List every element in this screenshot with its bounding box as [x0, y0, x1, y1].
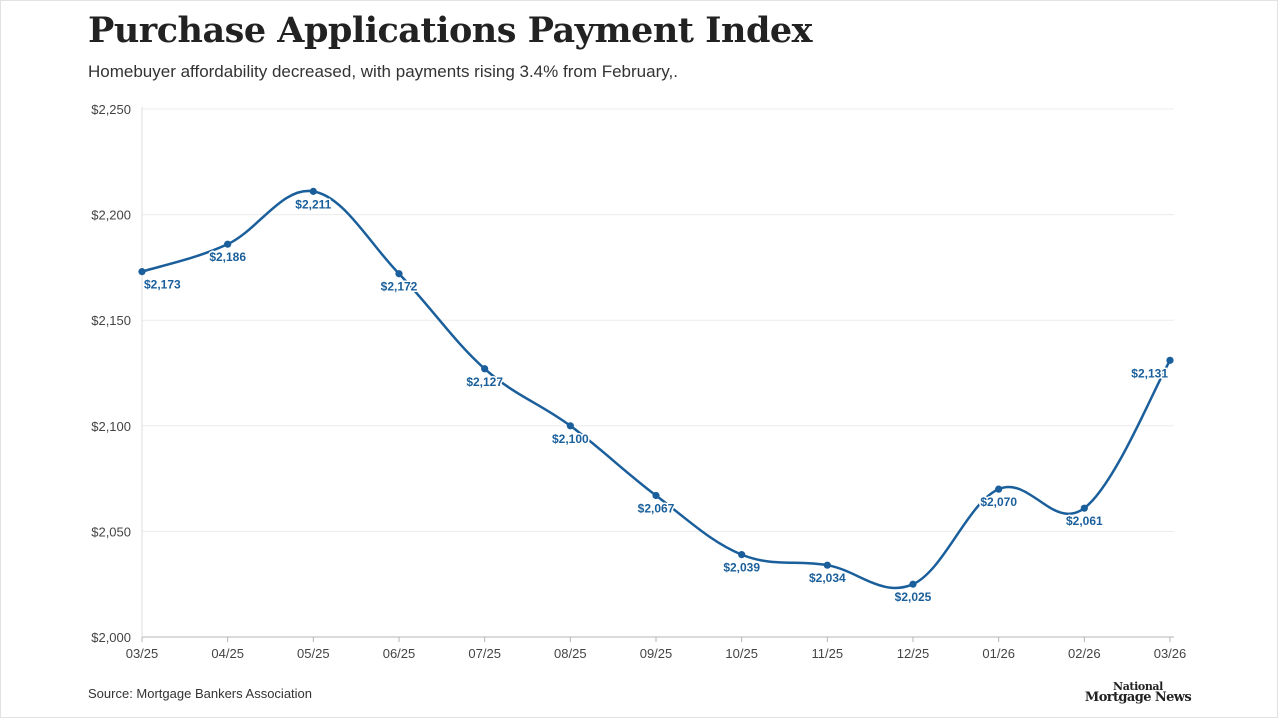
y-tick-label: $2,100 [91, 419, 131, 434]
x-tick-label: 06/25 [383, 646, 416, 661]
y-tick-label: $2,150 [91, 313, 131, 328]
data-label: $2,025 [895, 590, 932, 604]
data-labels: $2,173$2,173$2,186$2,186$2,211$2,211$2,1… [143, 196, 1170, 606]
data-label-halo: $2,186 [209, 250, 246, 264]
data-label-halo: $2,131 [1131, 366, 1168, 380]
data-label: $2,186 [209, 250, 246, 264]
x-tick-label: 01/26 [982, 646, 1015, 661]
data-label: $2,211 [295, 197, 331, 211]
x-tick-label: 03/26 [1154, 646, 1187, 661]
data-point [138, 268, 146, 276]
y-tick-label: $2,050 [91, 524, 131, 539]
data-point [1080, 504, 1088, 512]
grid-lines [141, 107, 1174, 638]
data-label: $2,131 [1131, 366, 1168, 380]
data-points [138, 187, 1174, 588]
chart-subtitle: Homebuyer affordability decreased, with … [88, 62, 678, 81]
x-tick-label: 03/25 [126, 646, 159, 661]
data-label-halo: $2,034 [809, 571, 846, 585]
x-tick-label: 05/25 [297, 646, 330, 661]
y-tick-label: $2,200 [91, 208, 131, 223]
data-label: $2,067 [638, 501, 675, 515]
y-tick-label: $2,250 [91, 102, 131, 117]
data-point [909, 580, 917, 588]
data-label-halo: $2,173 [144, 278, 181, 292]
data-label: $2,172 [381, 280, 418, 294]
data-point [1166, 356, 1174, 364]
data-point [309, 187, 317, 195]
data-point [652, 491, 660, 500]
data-label-halo: $2,172 [381, 280, 418, 294]
data-label-halo: $2,211 [295, 197, 331, 211]
data-label: $2,039 [723, 561, 760, 575]
data-label-halo: $2,025 [895, 590, 932, 604]
data-point [224, 240, 232, 248]
data-point [995, 485, 1003, 493]
data-label: $2,100 [552, 432, 589, 446]
data-label: $2,127 [466, 375, 503, 389]
data-point [566, 422, 574, 430]
data-label-halo: $2,067 [638, 501, 675, 515]
x-tick-label: 02/26 [1068, 646, 1101, 661]
x-tick-label: 11/25 [812, 646, 844, 661]
chart-title: Purchase Applications Payment Index [88, 10, 813, 51]
x-tick-label: 10/25 [725, 646, 758, 661]
logo-line-1: National [1113, 680, 1163, 693]
x-tick-label: 07/25 [468, 646, 501, 661]
data-label-halo: $2,100 [552, 432, 589, 446]
x-tick-label: 04/25 [211, 646, 244, 661]
x-tick-label: 09/25 [640, 646, 673, 661]
data-point [738, 551, 746, 559]
publisher-logo: National Mortgage News [1076, 680, 1200, 705]
data-label-halo: $2,039 [723, 561, 760, 575]
x-tick-label: 12/25 [897, 646, 930, 661]
source-note: Source: Mortgage Bankers Association [88, 686, 313, 701]
logo-line-2: Mortgage News [1084, 690, 1192, 705]
x-tick-label: 08/25 [554, 646, 587, 661]
series-line [141, 189, 1172, 590]
data-label-halo: $2,127 [466, 375, 503, 389]
data-label: $2,061 [1066, 514, 1103, 528]
data-label-halo: $2,061 [1066, 514, 1103, 528]
data-point [823, 561, 831, 569]
data-label: $2,034 [809, 571, 846, 585]
data-point [481, 365, 489, 373]
y-tick-label: $2,000 [91, 630, 131, 645]
data-label: $2,173 [144, 278, 181, 292]
x-axis-ticks: 03/25 04/25 05/25 06/25 07/25 08/25 09/25 10/25… [126, 637, 1187, 661]
data-label: $2,070 [980, 495, 1017, 509]
data-label-halo: $2,070 [980, 495, 1017, 509]
y-axis-ticks: $2,000 $2,050 $2,100 $2,150 $2,200 $2,250 [91, 102, 131, 645]
data-point [395, 270, 403, 278]
